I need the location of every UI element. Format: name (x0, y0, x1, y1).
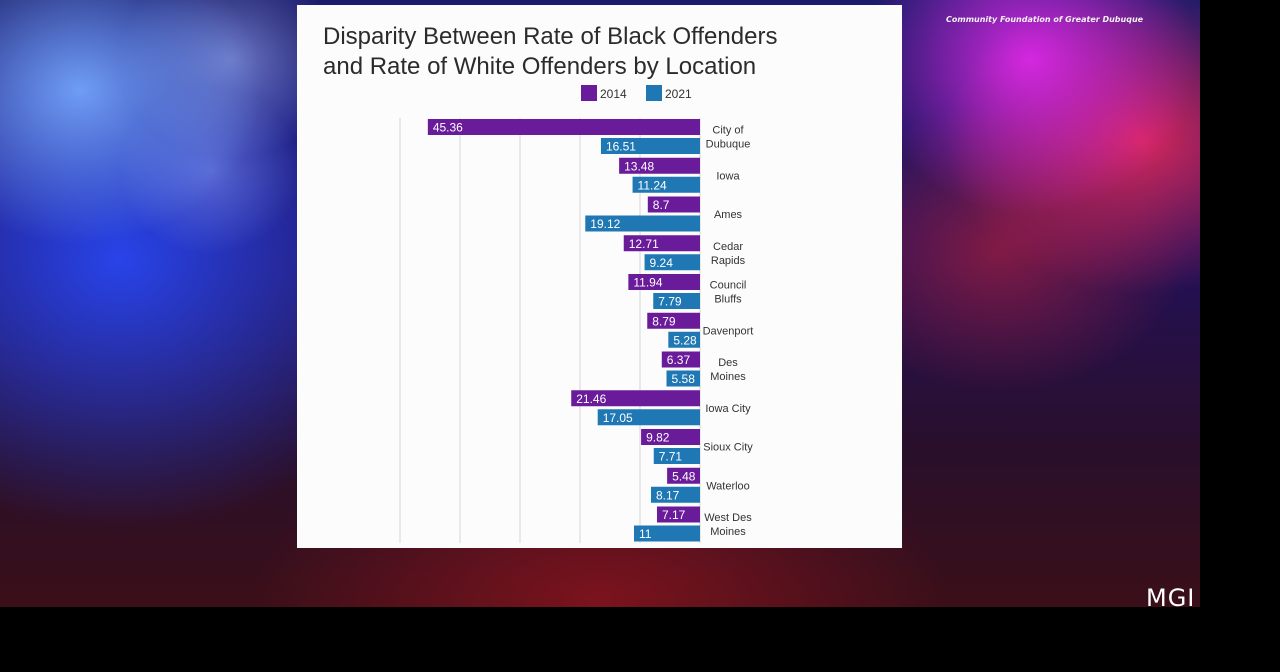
bar-value-label: 8.7 (653, 198, 670, 212)
bar-2014 (647, 196, 700, 213)
video-frame: Disparity Between Rate of Black Offender… (0, 0, 1200, 607)
bar-2014 (623, 235, 700, 252)
bar-2021 (632, 176, 700, 193)
chart-card: Disparity Between Rate of Black Offender… (297, 5, 902, 548)
category-label: Iowa City (705, 403, 751, 415)
bar-value-label: 21.46 (576, 392, 606, 406)
bar-value-label: 5.28 (673, 333, 697, 347)
bar-value-label: 17.05 (603, 411, 633, 425)
bar-2014 (628, 274, 700, 290)
bar-2021 (644, 254, 700, 271)
bar-2014 (667, 467, 700, 484)
bar-value-label: 12.71 (629, 237, 659, 251)
bar-value-label: 7.79 (658, 295, 682, 309)
bar-2014 (619, 157, 700, 174)
category-label: Waterloo (706, 480, 750, 492)
bar-chart: Disparity Between Rate of Black Offender… (323, 23, 777, 543)
bar-2014 (661, 351, 700, 368)
category-label: Cedar (713, 241, 743, 253)
category-label: Council (710, 280, 747, 292)
bar-value-label: 16.51 (606, 140, 636, 154)
category-label: Davenport (703, 325, 754, 337)
category-label: Rapids (711, 255, 746, 267)
category-label: Des (718, 357, 738, 369)
bar-value-label: 5.58 (672, 372, 696, 386)
bar-value-label: 8.79 (652, 314, 676, 328)
chart-bars: 45.36 16.51 13.48 11.24 8.7 19.12 12.71 9.24 11.… (427, 119, 700, 542)
category-label: Iowa (716, 170, 740, 182)
bar-value-label: 45.36 (433, 121, 463, 135)
bar-value-label: 13.48 (624, 159, 654, 173)
bar-2021 (653, 448, 700, 464)
legend-swatch-2014 (581, 85, 597, 101)
bar-2021 (653, 293, 700, 309)
chart-title-line-2: and Rate of White Offenders by Location (323, 53, 756, 80)
category-label: Moines (710, 371, 746, 383)
broadcaster-logo: MGI (1146, 584, 1196, 607)
bar-value-label: 6.37 (667, 353, 691, 367)
legend-swatch-2021 (646, 85, 662, 101)
bar-2014 (656, 506, 700, 523)
bar-2014 (641, 429, 700, 445)
bar-2014 (571, 390, 700, 407)
chart-legend: 2014 2021 (581, 85, 692, 101)
bar-value-label: 9.24 (650, 256, 674, 270)
category-label: Bluffs (714, 294, 742, 306)
bar-value-label: 11.94 (633, 276, 662, 290)
source-credit: Community Foundation of Greater Dubuque (946, 15, 1144, 24)
bar-value-label: 7.17 (662, 508, 686, 522)
category-label: Sioux City (703, 442, 753, 454)
category-label: Ames (714, 209, 743, 221)
bar-2021 (650, 486, 700, 503)
bar-2021 (585, 215, 700, 232)
bar-value-label: 11 (639, 527, 652, 541)
category-labels: City of Dubuque Iowa Ames Cedar Rapids Council… (703, 125, 754, 539)
bar-2021 (634, 525, 700, 542)
bar-value-label: 11.24 (638, 178, 667, 192)
bar-value-label: 7.71 (659, 450, 683, 464)
bar-2021 (600, 138, 700, 154)
bar-2021 (666, 370, 700, 387)
bar-value-label: 19.12 (590, 217, 620, 231)
bar-2021 (597, 409, 700, 426)
bar-value-label: 8.17 (656, 488, 680, 502)
bar-2021 (668, 331, 700, 348)
bar-value-label: 9.82 (646, 431, 670, 445)
bar-2014 (427, 119, 700, 135)
category-label: Dubuque (706, 139, 751, 151)
bar-2014 (647, 312, 700, 329)
legend-label-2014: 2014 (600, 87, 627, 101)
category-label: City of (712, 125, 744, 137)
bar-value-label: 5.48 (672, 469, 696, 483)
legend-label-2021: 2021 (665, 87, 692, 101)
category-label: Moines (710, 526, 746, 538)
category-label: West Des (704, 512, 752, 524)
chart-title-line-1: Disparity Between Rate of Black Offender… (323, 23, 777, 50)
